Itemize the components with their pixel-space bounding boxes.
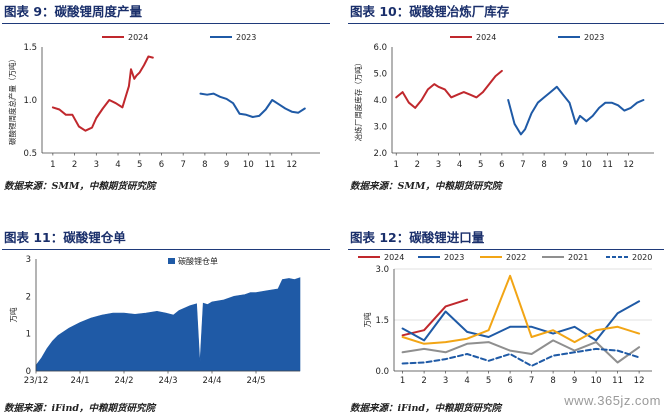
- chart-panel-weekly-production: 图表 9：碳酸锂周度产量 0.5 1.0 1.5 1 2 3 4 5 6 7 8 9 10 11 12 碳酸锂…: [2, 2, 330, 196]
- x-tick-label: 3: [443, 376, 448, 386]
- source-caption: 数据来源：SMM，中粮期货研究院: [4, 181, 156, 192]
- y-tick-label: 6.0: [373, 43, 387, 53]
- x-tick-label: 2: [421, 376, 426, 386]
- x-tick-label: 3: [436, 160, 441, 170]
- line-series-2020: [401, 347, 641, 367]
- chart-panel-imports: 图表 12：碳酸锂进口量 0.0 1.5 3.0 1 2 3 4 5 6 7 8 9 10 11 12 万吨 2…: [348, 228, 664, 414]
- x-tick-label: 7: [180, 160, 185, 170]
- x-tick-label: 5: [478, 160, 483, 170]
- y-axis-title: 冶炼厂周度库存（万吨）: [353, 59, 363, 142]
- y-tick-label: 0: [26, 367, 31, 377]
- x-tick-label: 8: [550, 376, 555, 386]
- x-tick-label: 1: [394, 160, 399, 170]
- x-tick-label: 11: [265, 160, 276, 170]
- x-tick-label: 7: [529, 376, 534, 386]
- y-tick-label: 2.0: [373, 149, 387, 159]
- line-series-2024: [395, 69, 503, 109]
- legend-label: 2024: [476, 33, 496, 42]
- line-series-2023: [199, 92, 306, 118]
- x-tick-label: 12: [286, 160, 297, 170]
- x-tick-label: 24/3: [158, 376, 177, 386]
- watermark-text: www.365jz.com: [564, 393, 661, 408]
- chart-panel-warehouse-receipts: 图表 11：碳酸锂仓单 0 1 2 3 23/12 24/1 24/2 24/3 24/4 24/…: [2, 228, 330, 414]
- y-axis-title: 万吨: [8, 307, 18, 322]
- x-tick-label: 6: [159, 160, 164, 170]
- line-series-2024: [401, 298, 469, 337]
- source-caption: 数据来源：iFind，中粮期货研究院: [4, 403, 156, 414]
- chart-panel-smelter-inventory: 图表 10：碳酸锂冶炼厂库存 2.0 3.0 4.0 5.0 6.0 1 2 3 4 5 6 7 8 9 1…: [348, 2, 664, 196]
- x-tick-label: 9: [224, 160, 229, 170]
- x-tick-label: 8: [541, 160, 546, 170]
- area-series-碳酸锂仓单: [35, 277, 301, 372]
- x-tick-label: 5: [486, 376, 491, 386]
- line-series-2024: [51, 55, 154, 132]
- x-tick-label: 24/1: [70, 376, 89, 386]
- y-axis-title: 万吨: [362, 312, 372, 327]
- x-tick-label: 24/2: [114, 376, 133, 386]
- line-series-2022: [401, 274, 641, 345]
- x-tick-label: 1: [400, 376, 405, 386]
- y-tick-label: 4.0: [373, 96, 387, 106]
- x-tick-label: 9: [572, 376, 577, 386]
- y-tick-label: 1.5: [375, 316, 389, 326]
- y-axis-title: 碳酸锂周度总产量（万吨）: [7, 55, 17, 145]
- legend-label: 2020: [632, 253, 652, 262]
- x-tick-label: 4: [464, 376, 469, 386]
- y-tick-label: 3.0: [373, 123, 387, 133]
- x-tick-label: 12: [634, 376, 645, 386]
- y-tick-label: 5.0: [373, 70, 387, 80]
- x-tick-label: 10: [243, 160, 254, 170]
- line-series-2021: [401, 339, 641, 364]
- x-tick-label: 9: [563, 160, 568, 170]
- x-tick-label: 4: [115, 160, 120, 170]
- x-tick-label: 12: [623, 160, 634, 170]
- legend-label: 2023: [584, 33, 604, 42]
- x-tick-label: 2: [72, 160, 77, 170]
- source-caption: 数据来源：iFind，中粮期货研究院: [350, 403, 502, 414]
- x-tick-label: 11: [612, 376, 623, 386]
- legend-label: 2023: [444, 253, 464, 262]
- y-tick-label: 0.5: [23, 149, 37, 159]
- source-caption: 数据来源：SMM，中粮期货研究院: [350, 181, 502, 192]
- x-tick-label: 5: [137, 160, 142, 170]
- x-tick-label: 3: [94, 160, 99, 170]
- legend-label: 2023: [236, 33, 256, 42]
- line-series-2023: [401, 300, 641, 342]
- x-tick-label: 7: [520, 160, 525, 170]
- x-tick-label: 2: [415, 160, 420, 170]
- legend-label: 2022: [506, 253, 526, 262]
- line-chart-production: 0.51.01.51 2 3 4 5 6 7 8 9 10 11 12碳酸锂周度总产量（万吨）2024…: [7, 33, 320, 170]
- panel-title: 图表 10：碳酸锂冶炼厂库存: [348, 2, 664, 24]
- x-tick-label: 8: [202, 160, 207, 170]
- y-tick-label: 1.5: [23, 43, 37, 53]
- panel-title: 图表 12：碳酸锂进口量: [348, 228, 664, 250]
- x-tick-label: 24/5: [246, 376, 265, 386]
- y-tick-label: 0.0: [375, 367, 389, 377]
- area-chart-receipts: 0 1 2 3 23/12 24/1 24/2 24/3 24/4 24/5 万吨 碳酸锂仓单: [8, 255, 301, 386]
- x-tick-label: 6: [499, 160, 504, 170]
- x-tick-label: 1: [50, 160, 55, 170]
- x-tick-label: 10: [591, 376, 602, 386]
- x-tick-label: 23/12: [24, 376, 49, 386]
- legend-swatch-碳酸锂仓单: [168, 258, 175, 264]
- x-tick-label: 6: [507, 376, 512, 386]
- panel-title: 图表 11：碳酸锂仓单: [2, 228, 330, 250]
- y-tick-label: 3.0: [375, 265, 389, 275]
- x-tick-label: 11: [602, 160, 613, 170]
- x-tick-label: 4: [457, 160, 462, 170]
- line-series-2023: [507, 85, 645, 136]
- y-tick-label: 3: [26, 255, 31, 265]
- panel-title: 图表 9：碳酸锂周度产量: [2, 2, 330, 24]
- y-tick-label: 2: [26, 292, 31, 302]
- line-chart-inventory: 2.03.04.05.06.01 2 3 4 5 6 7 8 9 10 11 12冶炼厂周度库存（万吨…: [353, 33, 654, 170]
- x-tick-label: 24/4: [202, 376, 221, 386]
- y-tick-label: 1: [26, 330, 31, 340]
- legend-label: 2021: [568, 253, 588, 262]
- legend-label: 2024: [384, 253, 404, 262]
- legend-label: 碳酸锂仓单: [178, 256, 218, 266]
- x-tick-label: 10: [581, 160, 592, 170]
- y-tick-label: 1.0: [23, 96, 37, 106]
- legend-label: 2024: [128, 33, 148, 42]
